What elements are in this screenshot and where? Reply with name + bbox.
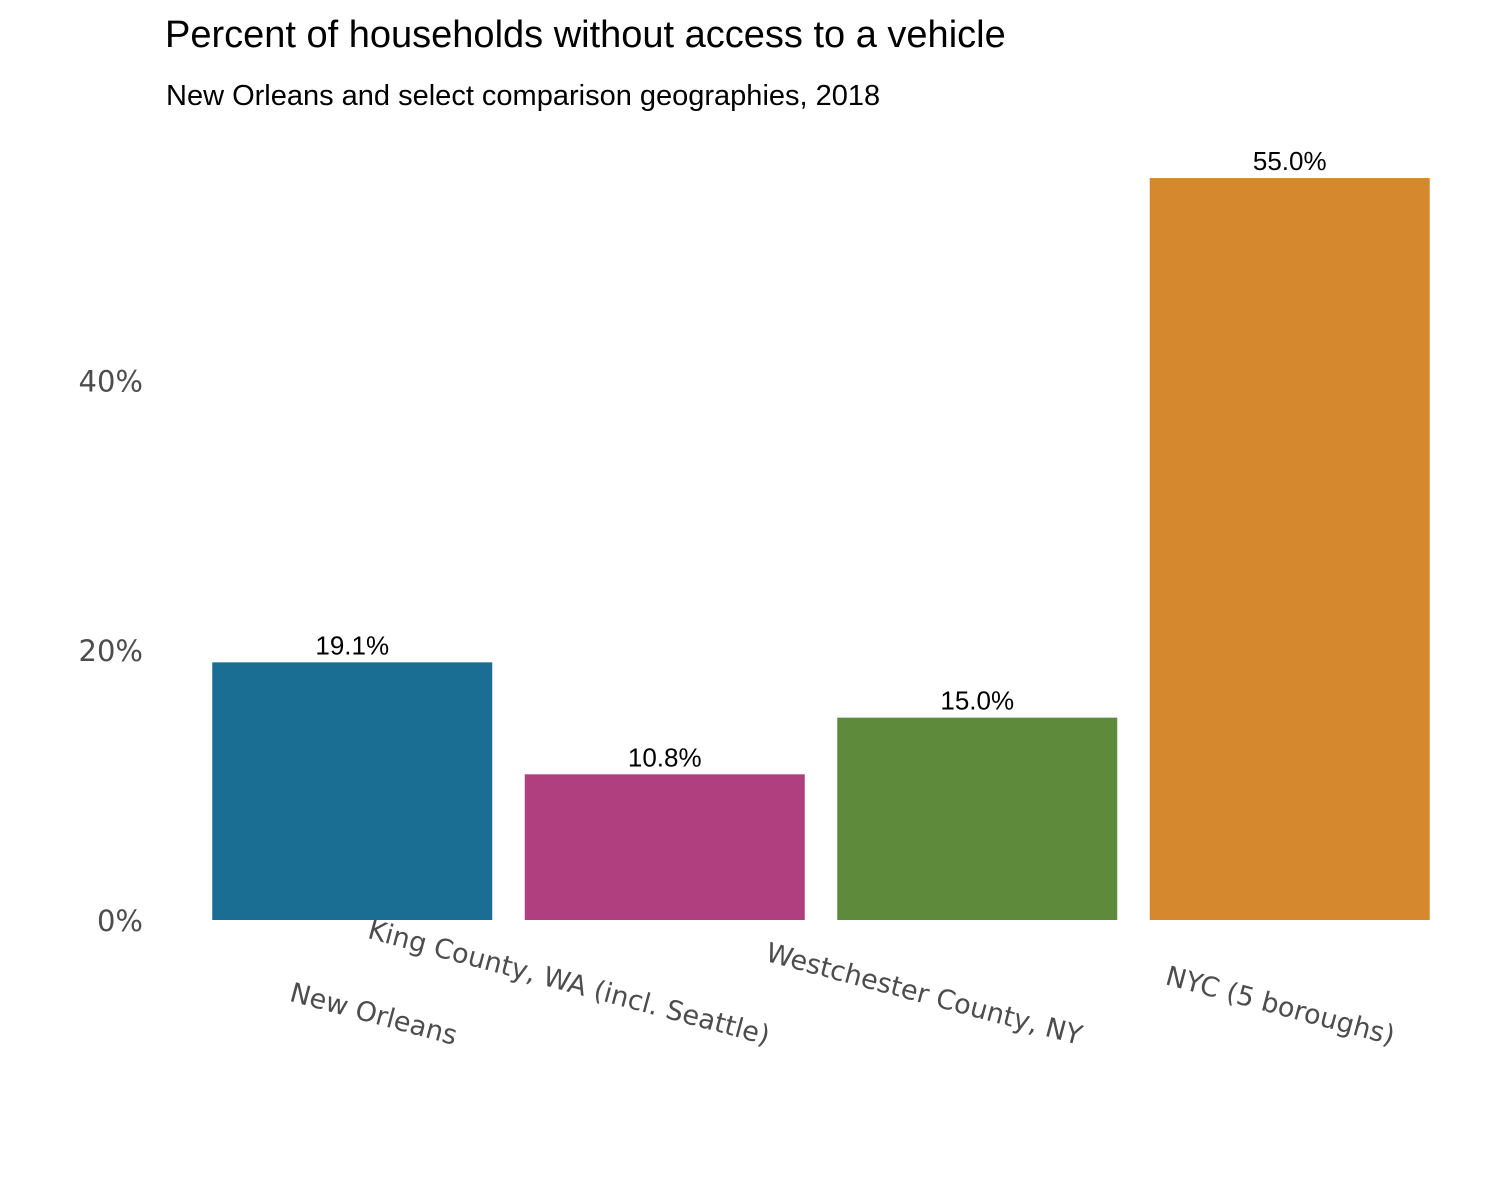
x-tick-label: Westchester County, NY [763, 937, 1086, 1051]
data-labels-group: 19.1% 10.8% 15.0% 55.0% [315, 146, 1326, 772]
y-tick-label: 20% [79, 634, 143, 668]
chart-title: Percent of households without access to … [165, 14, 1006, 56]
data-label: 19.1% [315, 630, 389, 660]
y-tick-label: 40% [79, 364, 143, 398]
data-label: 10.8% [628, 742, 702, 772]
data-label: 55.0% [1253, 146, 1327, 176]
bars-group [212, 178, 1430, 921]
bar [1149, 178, 1430, 921]
bar [524, 774, 805, 920]
chart-subtitle: New Orleans and select comparison geogra… [166, 80, 881, 112]
y-axis: 0% 20% 40% [79, 364, 143, 938]
y-tick-label: 0% [97, 904, 143, 938]
x-tick-label: New Orleans [287, 977, 461, 1051]
bar [212, 662, 493, 920]
bar [837, 717, 1118, 920]
x-tick-label: NYC (5 boroughs) [1162, 961, 1398, 1052]
data-label: 15.0% [940, 686, 1014, 716]
